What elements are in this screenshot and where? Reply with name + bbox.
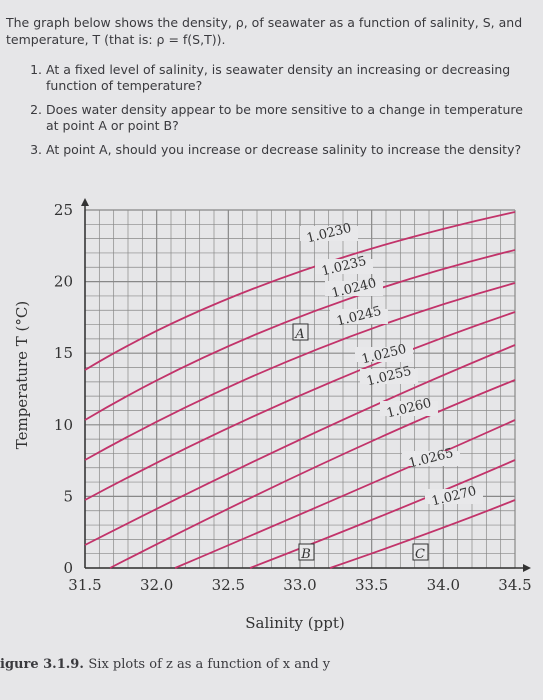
point-box — [412, 543, 429, 561]
x-tick-label: 33.5 — [355, 576, 388, 594]
contour-label-bg — [330, 309, 388, 324]
contour-label-bg — [315, 259, 373, 274]
contour-label-bg — [402, 451, 460, 466]
question: At a fixed level of salinity, is seawate… — [46, 62, 536, 94]
question-list: At a fixed level of salinity, is seawate… — [22, 62, 536, 166]
contour-label-bg — [425, 489, 483, 504]
caption-text: Six plots of z as a function of x and y — [88, 657, 331, 672]
y-tick-label: 20 — [54, 273, 73, 291]
contour-label: 1.0270 — [430, 484, 478, 510]
x-tick-label: 32.0 — [140, 576, 173, 594]
contour-label-bg — [300, 226, 358, 241]
question: At point A, should you increase or decre… — [46, 142, 536, 158]
point-box — [298, 543, 315, 561]
contour-line — [84, 344, 516, 546]
contour-label-bg — [360, 369, 418, 384]
point-label: B — [300, 547, 311, 562]
contour-label-bg — [325, 281, 383, 296]
contour-line — [84, 249, 516, 421]
y-tick-label: 15 — [54, 344, 73, 362]
intro: The graph below shows the density, ρ, of… — [6, 15, 523, 47]
point-label: C — [415, 547, 425, 562]
contour-line — [329, 499, 516, 569]
point-label: A — [294, 327, 304, 342]
caption: igure 3.1.9. Six plots of z as a functio… — [0, 657, 330, 672]
y-tick-label: 0 — [63, 559, 73, 577]
point-box — [292, 323, 309, 341]
contour-label-bg — [355, 347, 413, 362]
y-axis-label: Temperature T (°C) — [13, 301, 31, 450]
arrow — [81, 198, 89, 206]
contour-line — [174, 419, 516, 569]
y-tick-label: 5 — [63, 487, 73, 505]
arrow — [523, 564, 531, 572]
question: Does water density appear to be more sen… — [46, 102, 536, 134]
contour-line — [84, 282, 516, 461]
x-tick-label: 31.5 — [68, 576, 101, 594]
figure: 31.5 32.0 32.5 33.0 33.5 34.0 34.5 0 5 10 15 20 25 Sa… — [13, 198, 532, 632]
caption-label: igure 3.1.9. — [0, 657, 84, 672]
contour-line — [84, 211, 516, 371]
y-tick-label: 10 — [54, 416, 73, 434]
y-tick-label: 25 — [54, 201, 73, 219]
x-tick-label: 34.5 — [498, 576, 531, 594]
x-tick-label: 34.0 — [427, 576, 460, 594]
contour-label-bg — [380, 401, 438, 416]
x-tick-label: 32.5 — [212, 576, 245, 594]
x-axis-label: Salinity (ppt) — [245, 614, 344, 632]
contour-label: 1.0250 — [360, 342, 408, 368]
contour-label: 1.0245 — [335, 304, 383, 330]
x-tick-label: 33.0 — [283, 576, 316, 594]
contour-line — [84, 311, 516, 501]
contour-line — [109, 379, 516, 569]
contour-line — [249, 459, 516, 569]
